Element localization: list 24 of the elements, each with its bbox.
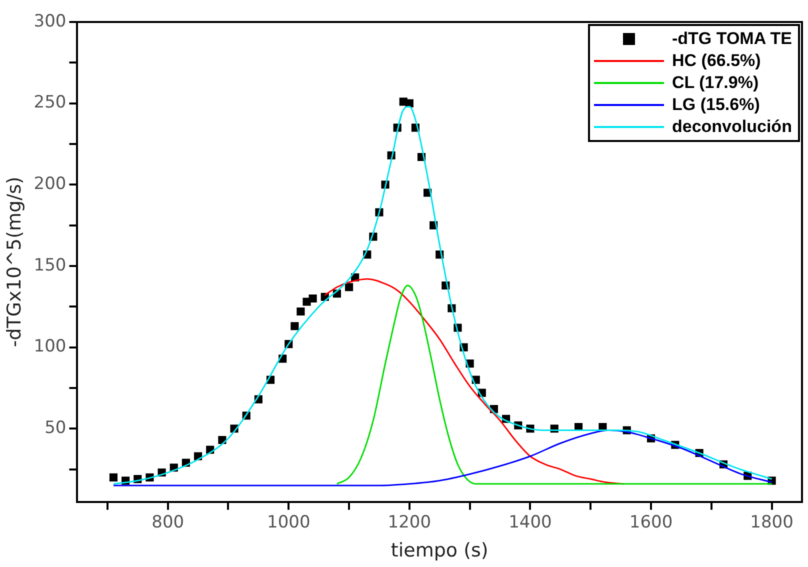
x-tick-label: 1400	[508, 512, 552, 532]
point	[344, 283, 354, 292]
y-tick-label: 200	[34, 174, 66, 194]
y-tick-label: 50	[44, 418, 66, 438]
legend-label: deconvolución	[672, 116, 792, 138]
point	[308, 294, 317, 303]
legend-label: LG (15.6%)	[672, 94, 760, 116]
y-tick-label: 250	[34, 92, 66, 113]
y-tick-label: 300	[34, 11, 66, 32]
x-tick-label: 800	[152, 512, 184, 532]
point	[296, 307, 305, 316]
x-tick-label: 1600	[629, 512, 673, 532]
y-tick-label: 100	[34, 336, 66, 357]
legend-label: HC (66.5%)	[672, 50, 761, 72]
legend-label: -dTG TOMA TE	[672, 28, 792, 50]
x-tick-label: 1800	[750, 512, 794, 532]
y-axis-title: -dTGx10^5(mg/s)	[3, 176, 26, 348]
x-tick-label: 1000	[267, 512, 310, 532]
x-axis-title: tiempo (s)	[390, 540, 488, 562]
point	[109, 473, 118, 482]
y-tick-label: 150	[34, 255, 66, 276]
x-tick-label: 1200	[388, 512, 432, 532]
point	[290, 322, 299, 330]
legend-label: CL (17.9%)	[672, 72, 759, 94]
